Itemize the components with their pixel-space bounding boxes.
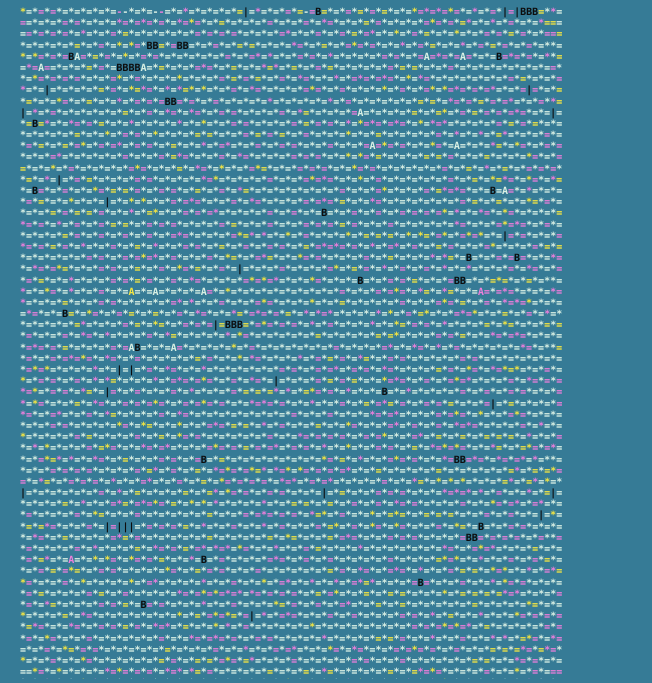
art-row: =*=*=*=*=*=*=*=*=*=*=*=*=*=*=*=*=*=*=*=*…: [20, 644, 563, 656]
art-row: *=*=*=*=*=*=*=*=--*=*=--=*=*=*=*=*=*=|=*…: [20, 7, 563, 18]
art-row: *=*=*=*=*=*=*=*=*=*=*=*=*=*=*=*=*=*=*=*=…: [20, 74, 563, 86]
art-row: *=*=*=*=*=*=*=*=*=*=*=*=*=*=*=*=*=*=|=*=…: [20, 264, 563, 276]
art-row: *=*=*=*=*=*=*=|=|||=*=*=*=*=*=*=*=*=*=*=…: [20, 521, 563, 533]
art-row: *=*=*=*=A=*=*=*=*=*=*=*=*=*=*=B=*=*=*=*=…: [20, 555, 563, 567]
art-row: *=*=*=*=*=*=*=*=*=*=*=*=*=*=*=*=*=*=*=*=…: [20, 141, 563, 153]
art-row: *=*=*=*=*=*=*=*=*=*=B=*=*=*=*=*=*=*=*=*=…: [20, 599, 563, 611]
art-row: |=*=*=*=*=*=*=*=*=*=*=*=*=*=*=*=*=*=*=*=…: [20, 107, 563, 119]
art-row: *=*=*=*=*=*=*=*=*=*=*=*=*=*=*=*=*=*=*=*=…: [20, 376, 563, 388]
art-row: *=*=*=*=*=*=*=*=*=*=*=*=*=*=*=*=*=*=*=*=…: [20, 130, 563, 142]
art-row: *=*=*=*=*=*=*=*=*=AB=*=*=A=*=*=*=*=*=*=*…: [20, 342, 563, 354]
art-row: *=*=*=*=*=*=*=*=*=*=*=*=*=*=*=*=*=*=*=*=…: [20, 253, 563, 265]
art-row: *=*=*=*=*=*=*=*=|=|=*=*=*=*=*=*=*=*=*=*=…: [20, 365, 563, 376]
art-row: *=*=*=*=*=*=*=*=*=*=*=*=*=*=*=*=*=*=*=*=…: [20, 152, 563, 164]
art-row: *=*=*=*=*=*=*=*=*=*=*BB=*=BB=*=*=*=*=*=*…: [20, 40, 563, 52]
art-row: *=*=|=*=*=*=*=*=*=*=*=*=*=*=*=*=*=*=*=*=…: [20, 85, 563, 97]
art-row: *=*=*=|=*=*=*=*=*=*=*=*=*=*=*=*=*=*=*=*=…: [20, 174, 563, 186]
art-row: *=*=*=*=*=*=*=*=*=*=*=*=*=*=*=*=*=*=*=*=…: [20, 655, 563, 667]
art-row: *=*=*=*=*=*=*=*=*=*=*=*=*=*=*=*=*=*=*=*=…: [20, 275, 563, 287]
art-row: |=*=*=*=*=*=*=*=*=*=*=*=*=*=*=*=*=*=*=*=…: [20, 488, 563, 500]
art-row: *=*=*=*=*=*=*=*=*=*=*=*=*=*=*=*=*=*=*=*=…: [20, 241, 563, 253]
art-row: *=*=*=*=*=*=*=*=*=*=*=*=*=*=*=*=*=*=*=*=…: [20, 219, 563, 231]
art-row: *=*=*=*=*=*=*=*=*=*=*=*=*=*=*=*=*=*=*=*=…: [20, 409, 563, 421]
art-row: *=*=*=*=*=*=*=*=*=*=*=*=*=*=*=*=*=*=*=*=…: [20, 588, 563, 600]
art-row: *=*=*=*=*=*=*=*=*=*=*=*=*=*=*=*=*=*=*=*=…: [20, 465, 563, 477]
art-row: *=B=*=*=*=*=*=*=*=*=*=*=*=*=*=*=*=*=*=*=…: [20, 186, 563, 197]
art-row: *=*=*=*=BA=*=*=*=*=*=*=*=*=*=*=*=*=*=*=*…: [20, 51, 563, 63]
art-row: *=*=*=*=*=*=*=*=*=*=*=*=*=*=*=*=*=*=*=*=…: [20, 678, 626, 679]
art-row: *=*=*=*=*=*=*=*=*=*=*=*=*=*=*=*=*=*=*=*=…: [20, 532, 563, 544]
art-row: *=*=*=*=*=*=*=*=*=*=*=*=*=*=*=*=*=*=*=*=…: [20, 432, 563, 444]
art-row: *=*=*=*=*=*=*=*=*=*=*=*=*=*=*=*=*=*=*=*=…: [20, 622, 563, 634]
art-row: =*=A==*=*=*=*=*=BBBBA=*=*=*=*=*=*=*=*=*=…: [20, 62, 563, 74]
art-row: *=*=*=*=*=*=*=*=*=*=*=*=*=*=*=*=*=*=*=*=…: [20, 208, 563, 220]
art-row: =*=*=*=B=*=*=*=*=*=*=*=*=*=*=*=*=*=*=*=*…: [20, 309, 563, 321]
art-row: *=*=*=*=*=*=*=*=*=*=*=*=*=*=*=*=*=*=*=*=…: [20, 577, 563, 589]
art-row: *=*=*=*=*=*=*=*=*=*=*=*=*=*=*=*=*=*=*=*=…: [20, 398, 563, 410]
art-row: *=*=*=*=*=*=*=*=*=*=*=*=*=*=*=*=*=*=*=*=…: [20, 420, 563, 432]
art-row: *=*=*=*=*=*=*=*=*=*=*=*=*=*=*=*=*=*=*=|=…: [20, 611, 563, 623]
art-row: *=*=*=*=*=*=*=*=*=*=*=*=*=*=*=*=*=*=*=*=…: [20, 566, 563, 578]
art-row: ==*=*=*=*=*=*=*=*=*=*=*=*=*=*=*=*=*=*=*=…: [20, 667, 563, 679]
art-row: *=*=*=*=*=*=*=*=*=*=*=*=*=*=*=B=*=*=*=*=…: [20, 454, 563, 466]
art-row: =*=*=*=*=*=*=*=*=*=*=*=*=*=*=*=*=*=*=*=*…: [20, 476, 563, 488]
art-row: *=B=*=*=*=*=*=*=*=*=*=*=*=*=*=*=*=*=*=*=…: [20, 118, 563, 130]
art-row: *=*=*=*=*=*=*=*=*=*=*=*=*=*=*=*=|=BBB=*=…: [20, 320, 563, 332]
art-row: *=*=*=*=*=*=*=*=*=*=*=*=*=*=*=*=*=*=*=*=…: [20, 331, 563, 343]
art-row: ==*=*=*=*=*=*=*=*=*=*=*=*=*=*=*=*=*=*=*=…: [20, 29, 563, 41]
ascii-art-surface: *=*=*=*=*=*=*=*=--*=*=--=*=*=*=*=*=*=|=*…: [20, 7, 626, 679]
art-row: *=*=*=*=*=*=*=*=*=A=*=A=*=*=*=A=*=*=*=*=…: [20, 286, 563, 298]
art-row: =*=*=*=*=*=*=*=*=*=*=*=*=*=*=*=*=*=*=*=*…: [20, 163, 563, 175]
art-row: ==*=*=*=*=*=*=*=*=*=*=*=*=*=*=*=*=*=*=*=…: [20, 18, 563, 30]
art-row: *=*=*=*=*=*=*=*=*=*=*=*=BB=*=*=*=*=*=*=*…: [20, 96, 563, 108]
art-row: *=*=*=*=*=*=*=*=*=*=*=*=*=*=*=*=*=*=*=*=…: [20, 297, 563, 309]
art-row: *=*=*=*=*=*=*=*=*=*=*=*=*=*=*=*=*=*=*=*=…: [20, 443, 563, 455]
art-row: *=*=*=*=*=*=*=*=*=*=*=*=*=*=*=*=*=*=*=*=…: [20, 353, 563, 365]
art-row: *=*=*=*=*=*=*=*=*=*=*=*=*=*=*=*=*=*=*=*=…: [20, 633, 563, 645]
art-row: *=*=*=*=*=*=*=*=*=*=*=*=*=*=*=*=*=*=*=*=…: [20, 544, 563, 555]
art-row: *=*=*=*=*=*=*=|=*=*=*=*=*=*=*=*=*=*=*=*=…: [20, 387, 563, 399]
art-row: *=*=*=*=*=*=*=*=*=*=*=*=*=*=*=*=*=*=*=*=…: [20, 510, 563, 522]
art-row: *=*=*=*=*=*=*=*=*=*=*=*=*=*=*=*=*=*=*=*=…: [20, 499, 563, 511]
art-row: *=*=*=*=*=*=*=*=*=*=*=*=*=*=*=*=*=*=*=*=…: [20, 230, 563, 242]
art-row: *=*=*=*=*=*=*=|=*=*=*=*=*=*=*=*=*=*=*=*=…: [20, 197, 563, 209]
